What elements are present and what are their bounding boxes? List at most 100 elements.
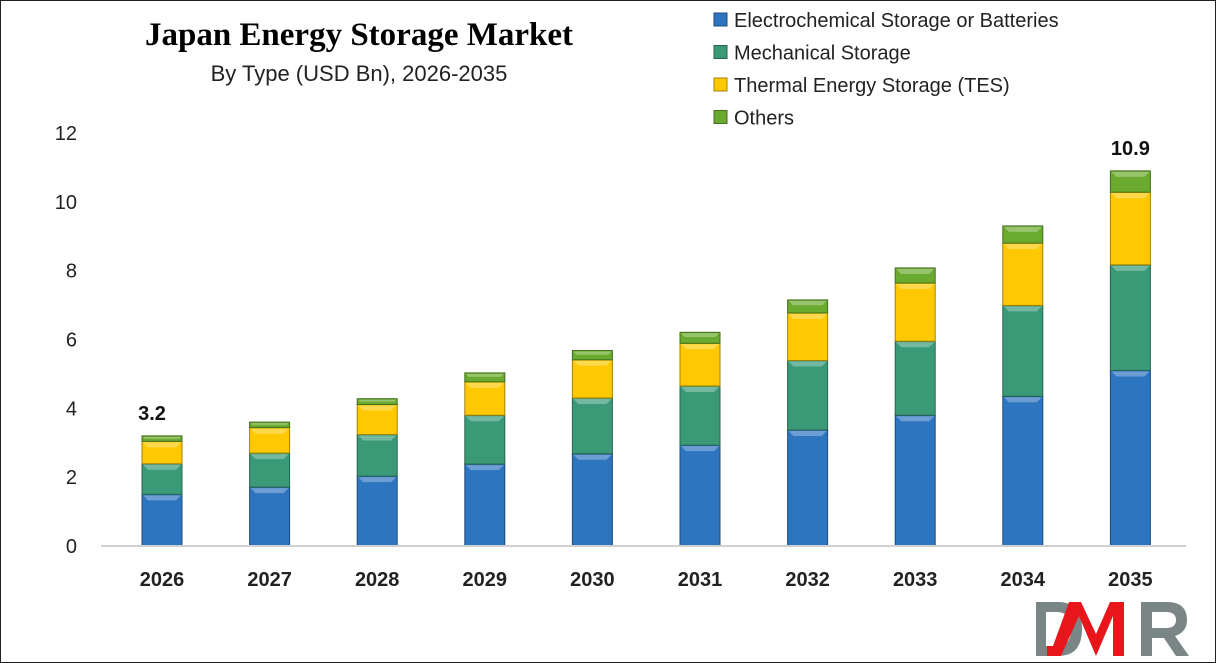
bar-stack-2026	[141, 435, 183, 547]
bar-bevel	[143, 442, 181, 448]
legend-label: Mechanical Storage	[734, 43, 911, 65]
bar-bevel	[1111, 193, 1150, 199]
bar-stack-2033	[894, 267, 936, 547]
x-tick-label: 2031	[678, 569, 723, 591]
chart-subtitle: By Type (USD Bn), 2026-2035	[211, 61, 508, 86]
bar-bevel	[465, 382, 504, 388]
bar-segment-0	[1002, 395, 1044, 547]
bars	[141, 170, 1151, 547]
x-tick-label: 2029	[463, 569, 508, 591]
x-tick-label: 2034	[1001, 569, 1046, 591]
bar-bevel	[788, 313, 827, 319]
y-tick-label: 12	[55, 123, 77, 145]
bar-bevel	[465, 373, 504, 377]
bar-bevel	[358, 405, 397, 411]
bar-segment-2	[894, 282, 936, 342]
data-label: 3.2	[138, 403, 166, 425]
bar-segment-2	[679, 342, 721, 387]
bar-segment-1	[464, 414, 506, 465]
bar-stack-2027	[249, 421, 291, 547]
bar-segment-0	[249, 486, 291, 547]
bar-bevel	[143, 436, 181, 439]
bar-bevel	[681, 333, 719, 337]
bar-segment-0	[894, 414, 936, 547]
bar-bevel	[573, 351, 612, 355]
bar-segment-0	[356, 475, 398, 547]
bar-segment-0	[141, 493, 183, 547]
bar-segment-1	[787, 359, 829, 431]
bar-bevel	[573, 360, 612, 366]
bar-segment-3	[571, 350, 613, 361]
x-axis: 2026 2027 2028 2029 2030 2031 2032 2033 2034 2035	[140, 569, 1153, 591]
dmr-logo	[1036, 602, 1189, 656]
bar-bevel	[465, 465, 504, 471]
data-label: 10.9	[1111, 138, 1150, 160]
y-tick-label: 6	[66, 330, 77, 352]
bar-bevel	[788, 431, 827, 437]
bar-bevel	[465, 416, 504, 422]
bar-segment-1	[356, 433, 398, 477]
legend-label: Thermal Energy Storage (TES)	[734, 75, 1010, 97]
chart-title: Japan Energy Storage Market	[145, 17, 573, 53]
y-tick-label: 0	[66, 536, 77, 558]
x-tick-label: 2027	[247, 569, 292, 591]
bar-bevel	[1003, 244, 1042, 250]
bar-segment-1	[1002, 304, 1044, 397]
data-labels: 3.2 10.9	[138, 138, 1150, 425]
bar-stack-2029	[464, 372, 506, 547]
bar-segment-2	[1002, 242, 1044, 306]
x-tick-label: 2032	[785, 569, 830, 591]
bar-bevel	[1111, 371, 1150, 377]
legend-swatch	[713, 110, 728, 124]
bar-segment-2	[787, 312, 829, 361]
x-tick-label: 2030	[570, 569, 615, 591]
y-tick-label: 8	[66, 261, 77, 283]
bar-bevel	[896, 416, 935, 422]
bar-segment-3	[679, 331, 721, 344]
legend-swatch	[713, 12, 728, 27]
bar-segment-0	[679, 444, 721, 547]
bar-bevel	[358, 435, 397, 441]
legend: Electrochemical Storage or Batteries Mech…	[713, 10, 1059, 130]
legend-swatch	[713, 45, 728, 59]
legend-item: Others	[713, 108, 794, 130]
bar-bevel	[681, 344, 719, 350]
y-tick-label: 4	[66, 398, 77, 420]
bar-stack-2031	[679, 331, 721, 547]
bar-bevel	[250, 488, 289, 494]
bar-stack-2030	[571, 350, 613, 547]
bar-bevel	[1003, 397, 1042, 403]
bar-segment-2	[1109, 191, 1151, 266]
bar-bevel	[573, 399, 612, 405]
bar-bevel	[573, 454, 612, 460]
bar-segment-1	[679, 385, 721, 446]
x-tick-label: 2026	[140, 569, 185, 591]
bar-bevel	[788, 300, 827, 306]
bar-bevel	[250, 454, 289, 460]
y-tick-label: 10	[55, 192, 77, 214]
bar-stack-2032	[787, 299, 829, 547]
bar-segment-0	[571, 453, 613, 547]
bar-bevel	[896, 268, 935, 274]
bar-segment-1	[1109, 264, 1151, 371]
bar-bevel	[1003, 306, 1042, 312]
y-tick-label: 2	[66, 467, 77, 489]
x-tick-label: 2035	[1108, 569, 1153, 591]
bar-bevel	[1111, 171, 1150, 177]
bar-segment-0	[464, 463, 506, 547]
bar-bevel	[250, 423, 289, 425]
y-axis: 0 2 4 6 8 10 12	[55, 123, 77, 558]
bar-segment-1	[894, 340, 936, 416]
bar-bevel	[143, 495, 181, 501]
legend-swatch	[713, 77, 728, 92]
bar-segment-3	[464, 372, 506, 383]
bar-bevel	[358, 399, 397, 402]
legend-label: Others	[734, 108, 794, 130]
bar-bevel	[896, 342, 935, 348]
bar-bevel	[681, 446, 719, 452]
x-tick-label: 2033	[893, 569, 938, 591]
legend-item: Electrochemical Storage or Batteries	[713, 10, 1059, 32]
bar-stack-2028	[356, 398, 398, 547]
